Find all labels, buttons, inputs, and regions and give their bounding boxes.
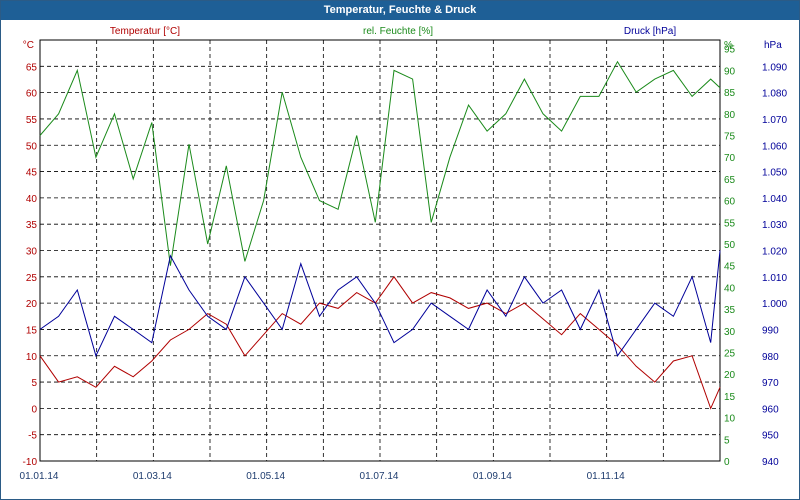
series-layer (39, 60, 721, 410)
press-tick-label: 950 (762, 431, 779, 442)
temp-tick-label: -5 (28, 431, 37, 442)
hum-tick-label: 40 (724, 283, 736, 294)
temp-tick-label: 50 (26, 141, 38, 152)
press-tick-label: 1.080 (762, 89, 787, 100)
hum-tick-label: 95 (724, 45, 736, 56)
hum-tick-label: 55 (724, 218, 736, 229)
x-tick-label: 01.05.14 (246, 471, 285, 482)
press-tick-label: 940 (762, 457, 779, 468)
hum-tick-label: 5 (724, 435, 730, 446)
temp-tick-label: 55 (26, 115, 38, 126)
hum-tick-label: 70 (724, 153, 736, 164)
x-tick-label: 01.03.14 (133, 471, 172, 482)
press-tick-label: 1.050 (762, 168, 787, 179)
hum-tick-label: 35 (724, 305, 736, 316)
hum-tick-label: 20 (724, 370, 736, 381)
temp-tick-label: 0 (31, 404, 37, 415)
temp-tick-label: 45 (26, 168, 38, 179)
window-title: Temperatur, Feuchte & Druck (1, 1, 799, 20)
press-tick-label: 990 (762, 325, 779, 336)
hum-axis-title: rel. Feuchte [%] (363, 26, 433, 37)
temp-tick-label: 25 (26, 273, 38, 284)
temp-tick-label: 40 (26, 194, 38, 205)
x-tick-label: 01.01.14 (20, 471, 59, 482)
press-tick-label: 980 (762, 352, 779, 363)
press-axis-title: Druck [hPa] (624, 26, 676, 37)
hum-tick-label: 60 (724, 197, 736, 208)
hum-tick-label: 0 (724, 457, 730, 468)
temp-tick-label: -10 (23, 457, 38, 468)
hum-tick-label: 15 (724, 392, 736, 403)
hum-tick-label: 25 (724, 348, 736, 359)
hum-tick-label: 50 (724, 240, 736, 251)
temp-axis-title: Temperatur [°C] (110, 26, 180, 37)
temp-tick-label: 60 (26, 89, 38, 100)
press-tick-label: 1.030 (762, 220, 787, 231)
hum-tick-label: 65 (724, 175, 736, 186)
hum-tick-label: 90 (724, 66, 736, 77)
press-tick-label: 1.070 (762, 115, 787, 126)
hum-tick-label: 45 (724, 262, 736, 273)
series-line-press (39, 250, 721, 358)
temp-tick-label: 20 (26, 299, 38, 310)
press-tick-label: 1.060 (762, 141, 787, 152)
series-line-hum (39, 60, 721, 266)
temp-tick-label: 65 (26, 62, 38, 73)
temp-tick-label: 10 (26, 352, 38, 363)
x-tick-label: 01.09.14 (473, 471, 512, 482)
press-unit-label: hPa (764, 40, 782, 51)
temp-tick-label: 15 (26, 325, 38, 336)
press-tick-label: 970 (762, 378, 779, 389)
axis-layer: -10 -5 0 5 10 15 20 25 30 35 40 45 50 55 60 65 °C 0 5 10 15 2… (20, 26, 788, 482)
temp-unit-label: °C (23, 40, 34, 51)
press-tick-label: 960 (762, 404, 779, 415)
temp-tick-label: 30 (26, 247, 38, 258)
press-tick-label: 1.000 (762, 299, 787, 310)
hum-unit-label: % (724, 40, 733, 51)
hum-tick-label: 85 (724, 88, 736, 99)
hum-tick-label: 75 (724, 131, 736, 142)
series-line-temp (39, 275, 721, 410)
temp-tick-label: 35 (26, 220, 38, 231)
hum-tick-label: 30 (724, 327, 736, 338)
x-tick-label: 01.07.14 (360, 471, 399, 482)
x-tick-label: 01.11.14 (587, 471, 626, 482)
temp-tick-label: 5 (31, 378, 37, 389)
hum-tick-label: 10 (724, 414, 736, 425)
press-tick-label: 1.010 (762, 273, 787, 284)
grid-layer (40, 40, 720, 461)
press-tick-label: 1.040 (762, 194, 787, 205)
hum-tick-label: 80 (724, 110, 736, 121)
press-tick-label: 1.020 (762, 247, 787, 258)
press-tick-label: 1.090 (762, 62, 787, 73)
